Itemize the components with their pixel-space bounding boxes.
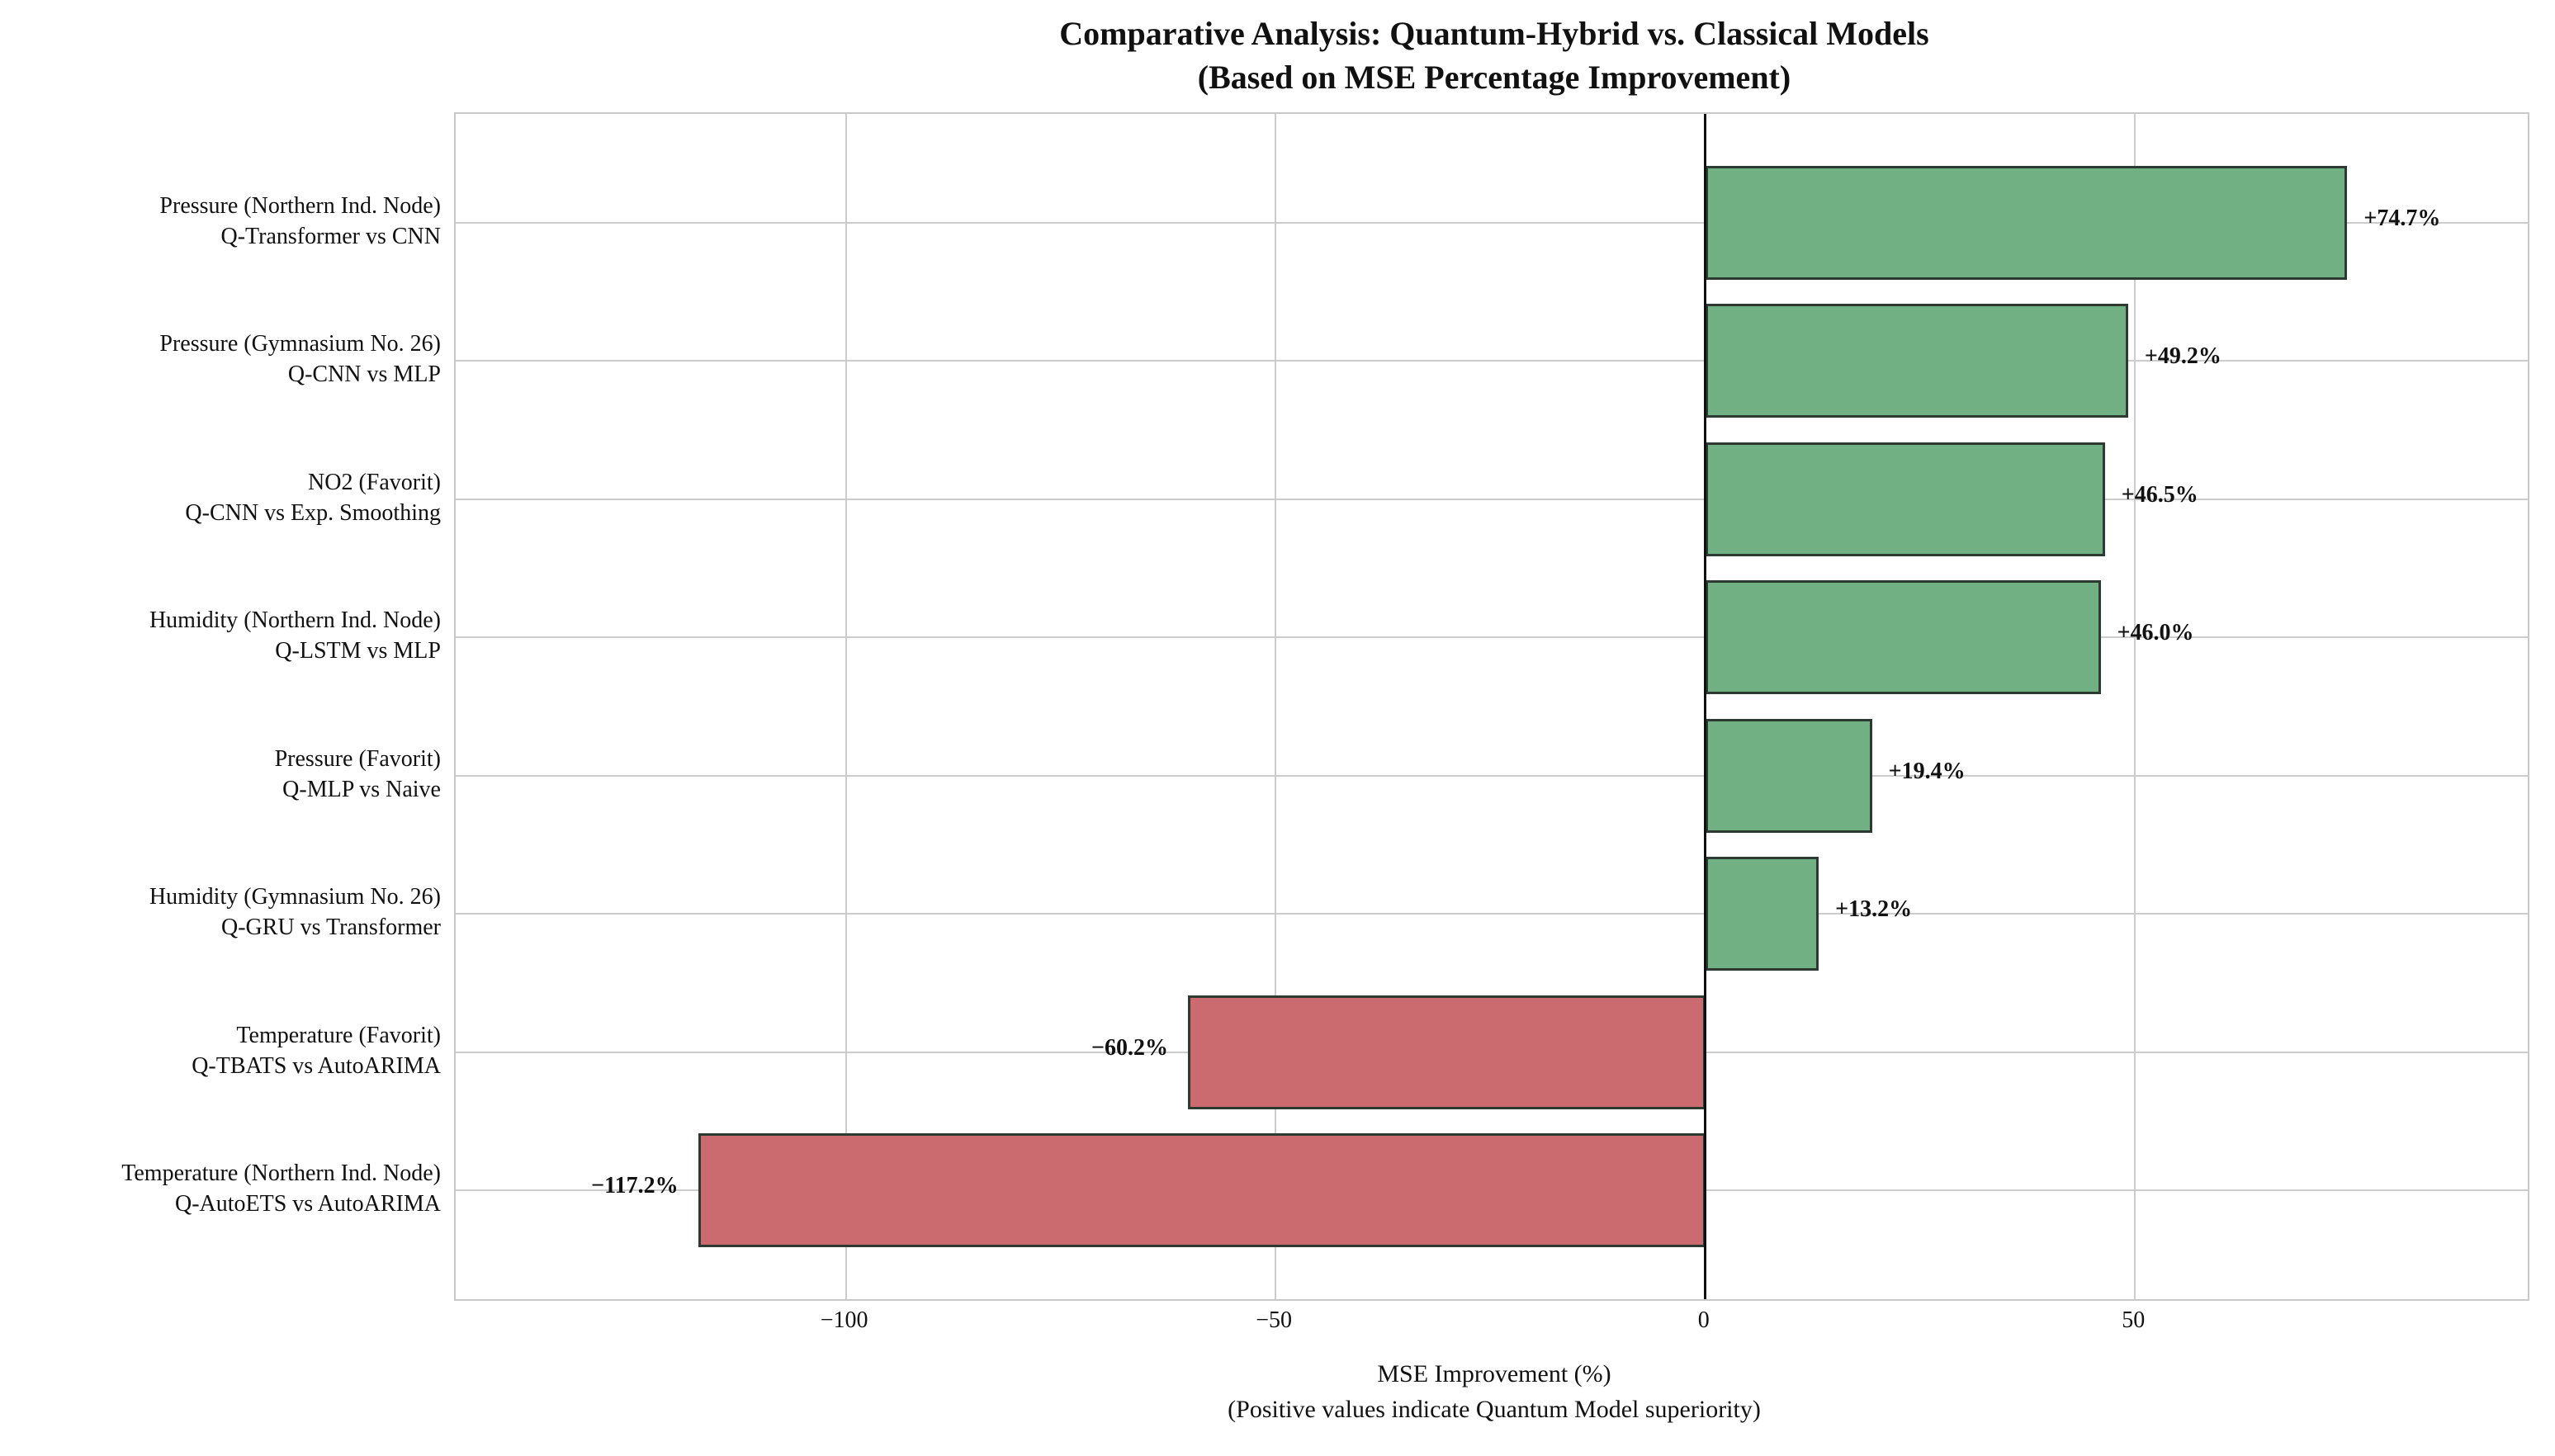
v-gridline: [1275, 114, 1277, 1299]
y-category-label-line2: Q-Transformer vs CNN: [220, 223, 441, 249]
chart-title-line2: (Based on MSE Percentage Improvement): [1197, 59, 1791, 96]
x-tick-label: 0: [1697, 1307, 1710, 1333]
x-tick-label: 50: [2122, 1307, 2146, 1333]
chart-title-line1: Comparative Analysis: Quantum-Hybrid vs.…: [1059, 15, 1929, 52]
y-category-label: Temperature (Favorit) Q-TBATS vs AutoARIM…: [5, 1020, 441, 1081]
y-category-label: Humidity (Northern Ind. Node) Q-LSTM vs M…: [5, 605, 441, 666]
h-gridline: [456, 774, 2528, 777]
bar-value-label: +13.2%: [1835, 896, 1913, 923]
y-category-label-line1: Humidity (Northern Ind. Node): [149, 607, 441, 634]
y-category-label: Pressure (Gymnasium No. 26) Q-CNN vs MLP: [5, 329, 441, 390]
y-category-label-line1: Temperature (Favorit): [236, 1022, 441, 1048]
y-category-label-line1: Humidity (Gymnasium No. 26): [149, 884, 441, 910]
bar-value-label: +49.2%: [2144, 343, 2221, 370]
bar-value-label: +74.7%: [2363, 205, 2441, 231]
bar: [1705, 304, 2128, 418]
bar-value-label: +19.4%: [1888, 758, 1966, 784]
plot-area: [454, 112, 2529, 1301]
y-category-label-line2: Q-LSTM vs MLP: [275, 638, 441, 664]
y-category-label-line2: Q-AutoETS vs AutoARIMA: [174, 1191, 441, 1217]
bar: [1705, 718, 1872, 833]
bar: [1705, 580, 2101, 695]
x-tick-label: −100: [820, 1307, 868, 1333]
y-category-label-line1: Pressure (Northern Ind. Node): [159, 192, 441, 219]
x-axis-note: (Positive values indicate Quantum Model …: [1228, 1396, 1761, 1423]
h-gridline: [456, 636, 2528, 639]
bar: [698, 1133, 1706, 1248]
v-gridline: [2134, 114, 2136, 1299]
zero-line: [1704, 114, 1707, 1299]
y-category-label-line2: Q-CNN vs Exp. Smoothing: [185, 499, 441, 526]
v-gridline: [845, 114, 847, 1299]
h-gridline: [456, 360, 2528, 362]
bar: [1705, 857, 1819, 971]
bar-value-label: −117.2%: [591, 1173, 679, 1199]
bar: [1705, 442, 2105, 556]
h-gridline: [456, 221, 2528, 224]
y-category-label-line1: Pressure (Gymnasium No. 26): [159, 331, 441, 357]
y-category-label: Humidity (Gymnasium No. 26) Q-GRU vs Tran…: [5, 882, 441, 943]
y-category-label: NO2 (Favorit) Q-CNN vs Exp. Smoothing: [5, 467, 441, 528]
y-category-label: Pressure (Northern Ind. Node) Q-Transform…: [5, 191, 441, 252]
bar-value-label: +46.0%: [2117, 620, 2194, 646]
y-category-label-line2: Q-GRU vs Transformer: [221, 915, 441, 941]
h-gridline: [456, 913, 2528, 915]
bar: [1705, 165, 2348, 280]
bar: [1187, 995, 1706, 1109]
x-axis-label: MSE Improvement (%): [1377, 1360, 1611, 1387]
y-category-label-line2: Q-CNN vs MLP: [287, 362, 441, 388]
y-category-label-line1: NO2 (Favorit): [308, 469, 441, 495]
h-gridline: [456, 498, 2528, 500]
chart-title: Comparative Analysis: Quantum-Hybrid vs.…: [458, 12, 2530, 99]
y-category-label-line1: Pressure (Favorit): [274, 745, 441, 772]
y-category-label-line2: Q-TBATS vs AutoARIMA: [192, 1052, 441, 1079]
bar-value-label: +46.5%: [2121, 481, 2198, 508]
y-category-label: Pressure (Favorit) Q-MLP vs Naive: [5, 744, 441, 805]
x-tick-label: −50: [1256, 1307, 1293, 1333]
bar-value-label: −60.2%: [1091, 1034, 1168, 1061]
y-category-label: Temperature (Northern Ind. Node) Q-AutoET…: [5, 1158, 441, 1219]
y-category-label-line1: Temperature (Northern Ind. Node): [121, 1161, 441, 1187]
y-category-label-line2: Q-MLP vs Naive: [282, 776, 441, 802]
